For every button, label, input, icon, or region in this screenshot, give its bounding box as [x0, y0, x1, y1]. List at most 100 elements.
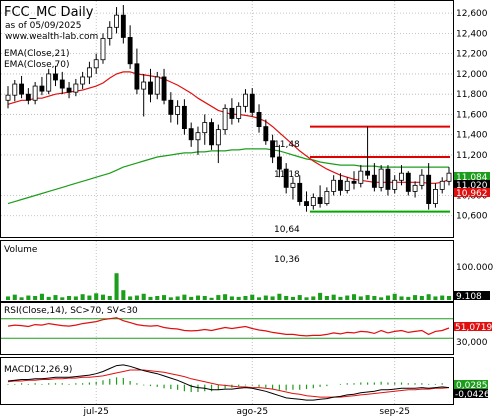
candle-body — [32, 85, 38, 101]
candle-body — [161, 76, 167, 101]
macd-histogram-bar — [170, 384, 172, 390]
volume-bar — [419, 295, 424, 300]
macd-histogram-bar — [109, 378, 111, 385]
volume-bar — [67, 295, 72, 300]
candle-body — [249, 93, 255, 113]
candle-body — [107, 26, 113, 39]
volume-bar — [162, 295, 167, 300]
annotation-10-36: 10,36 — [274, 255, 300, 265]
macd-lines — [7, 364, 450, 401]
macd-histogram-bar — [421, 383, 423, 385]
candle-body — [195, 132, 201, 141]
macd-line — [7, 364, 450, 401]
candle-body — [331, 179, 337, 192]
macd-histogram-bar — [224, 384, 226, 389]
macd-histogram-bar — [48, 383, 50, 385]
candle-body — [215, 129, 221, 146]
price-tick-label: 12,400 — [456, 29, 488, 39]
price-grid — [1, 12, 453, 217]
volume-label: Volume — [4, 245, 38, 255]
macd-histogram-bar — [434, 383, 437, 385]
annotation-11-48: 11,48 — [274, 140, 300, 150]
rsi-lines — [1, 317, 453, 339]
annotation-10-64: 10,64 — [274, 225, 300, 235]
candle-body — [148, 81, 153, 95]
macd-histogram-bar — [27, 383, 29, 385]
candle-body — [297, 182, 303, 202]
price-badges: 11,084 11,020 10,962 — [454, 172, 490, 199]
macd-histogram-bar — [163, 384, 165, 389]
candle-body — [243, 93, 248, 107]
rsi-panel-frame — [0, 302, 454, 355]
candle-body — [385, 168, 391, 190]
macd-histogram-bar — [61, 383, 63, 385]
candle-body — [134, 63, 140, 90]
volume-bar — [216, 295, 221, 300]
rsi-badge-bg — [454, 322, 492, 331]
volume-bar — [182, 294, 187, 300]
volume-bar — [175, 296, 180, 300]
candle-body — [188, 128, 194, 141]
ema21-badge-bg — [454, 188, 490, 197]
volume-bar — [195, 295, 201, 300]
volume-bar — [290, 296, 295, 300]
macd-histogram-bar — [312, 384, 314, 389]
volume-bar — [365, 295, 370, 300]
volume-bar — [73, 296, 78, 300]
volume-bar — [134, 295, 139, 300]
volume-bar — [223, 294, 228, 300]
macd-histogram-bar — [14, 383, 16, 385]
rsi-label: RSI(Close,14), SC>70, SV<30 — [4, 306, 138, 316]
volume-bar — [440, 295, 445, 300]
volume-bar — [406, 296, 411, 300]
volume-bar — [351, 294, 357, 300]
volume-bar — [433, 296, 438, 300]
volume-bar — [250, 294, 255, 300]
date-axis: jul-25 ago-25 sep-25 — [82, 407, 410, 417]
macd-histogram-bar — [380, 381, 382, 385]
candle-body — [93, 59, 99, 69]
macd-histogram-bar — [353, 383, 355, 385]
macd-histogram-bar — [149, 384, 152, 387]
macd-badge1-bg — [454, 380, 488, 389]
macd-histogram-bar — [400, 382, 403, 385]
candle-body — [310, 197, 316, 207]
macd-histogram-bar — [366, 382, 369, 385]
candle-body — [229, 107, 235, 119]
volume-bar — [318, 292, 323, 300]
macd-histogram-bar — [360, 382, 362, 385]
macd-histogram-bar — [54, 383, 57, 385]
ema70-badge-bg — [454, 172, 490, 181]
candle-body — [317, 197, 323, 204]
candle-body — [263, 126, 269, 142]
macd-histogram-bar — [319, 384, 321, 387]
date-tick-label: jul-25 — [82, 407, 108, 417]
volume-bar — [358, 296, 363, 300]
volume-panel-frame — [0, 240, 454, 302]
macd-histogram-bar — [251, 384, 253, 386]
volume-bar — [5, 296, 11, 300]
candles — [5, 5, 452, 212]
candle-body — [399, 172, 404, 181]
candle-body — [19, 83, 25, 95]
volume-bar — [100, 294, 106, 300]
macd-histogram-bar — [190, 384, 192, 392]
date-tick-label: ago-25 — [236, 407, 268, 417]
macd-histogram-bar — [258, 384, 260, 387]
candle-body — [371, 174, 377, 188]
volume-bar — [243, 295, 248, 300]
price-tick-label: 11,800 — [456, 90, 488, 100]
macd-histogram-bar — [115, 377, 118, 385]
candle-body — [365, 170, 371, 176]
candle-body — [39, 85, 45, 92]
volume-bar — [399, 296, 404, 300]
annotation-11-18: 11,18 — [274, 170, 300, 180]
macd-histogram-bar — [305, 384, 308, 390]
volume-bar — [121, 290, 126, 300]
volume-bar — [297, 295, 302, 300]
candle-body — [181, 105, 187, 130]
macd-histogram-bar — [20, 383, 23, 385]
macd-histogram-bar — [238, 384, 240, 387]
macd-histogram-bar — [265, 384, 267, 388]
macd-histogram-bar — [394, 382, 396, 385]
